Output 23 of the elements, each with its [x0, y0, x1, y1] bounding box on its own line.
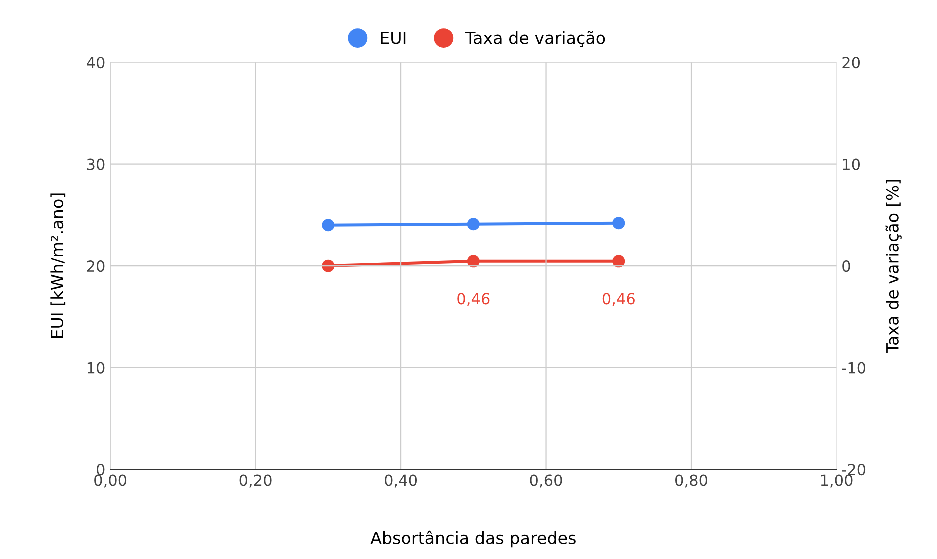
y-tick-label: 0 [96, 464, 105, 476]
x-tick-label: 0,40 [385, 474, 418, 488]
y-tick-label: 40 [87, 57, 105, 69]
x-tick-label: 0,80 [676, 474, 708, 488]
data-label: 0,46 [458, 293, 490, 306]
y2-axis-title: Taxa de variação [%] [886, 180, 902, 354]
x-tick-label: 0,00 [94, 474, 127, 488]
y2-tick-label: 0 [842, 260, 850, 272]
legend-label: EUI [381, 32, 406, 44]
x-tick-label: 0,20 [240, 474, 272, 488]
y2-tick-label: 10 [843, 158, 860, 170]
x-tick-label: 0,60 [530, 474, 562, 488]
y-tick-label: 20 [87, 260, 105, 272]
y-tick-label: 30 [87, 158, 105, 170]
legend-label: Taxa de variação [466, 31, 606, 48]
x-tick-label: 1,00 [821, 474, 853, 488]
y2-tick-label: -10 [842, 362, 866, 374]
y2-tick-label: 20 [842, 57, 860, 69]
data-label: 0,46 [602, 293, 635, 306]
x-axis-title: Absortância das paredes [370, 530, 576, 548]
y-tick-label: 10 [88, 362, 105, 374]
y2-tick-label: -20 [842, 464, 866, 476]
y-axis-title: EUI [kWh/m².ano] [50, 194, 66, 338]
